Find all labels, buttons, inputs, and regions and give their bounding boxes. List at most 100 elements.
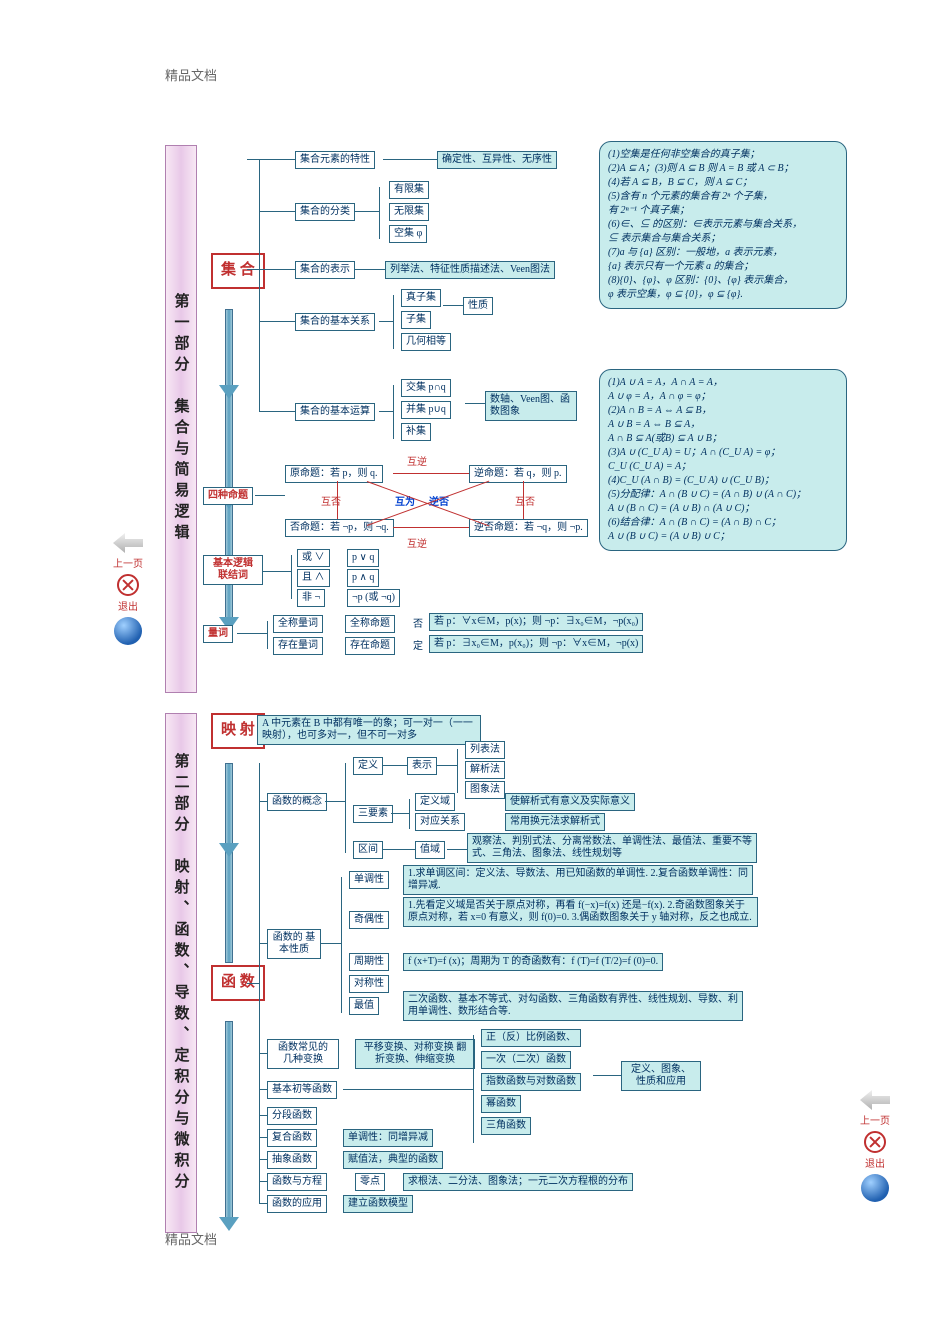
prev-arrow-icon-2[interactable]	[860, 1090, 890, 1110]
b1-5: (6)∈、⊆ 的区别：∈表示元素与集合关系，	[608, 218, 838, 232]
quant-fou: 否	[413, 615, 423, 630]
nav-right: 上一页 退出	[845, 1090, 905, 1202]
c-kr	[593, 1075, 621, 1076]
logic-title: 基本逻辑 联结词	[203, 555, 263, 585]
c-n2v	[379, 187, 380, 239]
fc-r2: 解析法	[465, 761, 505, 779]
c-rng	[383, 849, 415, 850]
b1-8: {a} 表示只有一个元素 a 的集合；	[608, 260, 838, 274]
lbl-hufou-r: 互否	[515, 493, 535, 508]
c-cm6	[259, 1181, 267, 1182]
c-quant-v	[267, 621, 268, 649]
fc-title: 函数的概念	[267, 793, 327, 811]
cm-abs-r: 赋值法，典型的函数	[343, 1151, 443, 1169]
fc-r3: 图象法	[465, 781, 505, 799]
b2-0: (1)A ∪ A = A，A ∩ A = A，	[608, 376, 838, 390]
prop-bot-h	[393, 527, 469, 528]
spine-1: 第一部分 集合与简易逻辑	[165, 145, 197, 693]
stem-arrow-2b	[219, 1217, 239, 1231]
b1-1: (2)A ⊆ A；(3)则 A ⊆ B 则 A = B 或 A ⊂ B；	[608, 162, 838, 176]
b2-10: (6)结合律：A ∩ (B ∩ C) = (A ∩ B) ∩ C；	[608, 516, 838, 530]
cm-app-r: 建立函数模型	[343, 1195, 413, 1213]
n5b: 并集 p∪q	[401, 401, 451, 419]
log-not-r: ¬p (或 ¬q)	[347, 589, 400, 607]
log-and-r: p ∧ q	[347, 569, 379, 587]
n1: 集合元素的特性	[295, 151, 375, 169]
prop-inv: 逆命题：若 q，则 p.	[469, 465, 567, 483]
c-leftv	[259, 159, 260, 411]
b2-11: A ∪ (B ∪ C) = (A ∪ B) ∪ C；	[608, 530, 838, 544]
b2-8: (5)分配律：A ∩ (B ∪ C) = (A ∩ B) ∪ (A ∩ C)；	[608, 488, 838, 502]
b2-2: (2)A ∩ B = A ⇔ A ⊆ B，	[608, 404, 838, 418]
c-elem	[343, 1089, 473, 1090]
c-cm2	[259, 1089, 267, 1090]
c-lh2	[259, 211, 295, 212]
c-kinds-v	[473, 1035, 474, 1143]
c-fc	[259, 801, 267, 802]
b2-9: A ∪ (B ∩ C) = (A ∪ B) ∩ (A ∪ C)；	[608, 502, 838, 516]
c-prop	[255, 495, 285, 496]
b2-4: A ∩ B ⊆ A(或B) ⊆ A ∪ B；	[608, 432, 838, 446]
orb-icon-2[interactable]	[861, 1174, 889, 1202]
n5a: 交集 p∩q	[401, 379, 451, 397]
k-right: 定义、图象、 性质和应用	[621, 1061, 701, 1091]
fc-dygx: 对应关系	[415, 813, 465, 831]
cm-piece: 分段函数	[267, 1107, 317, 1125]
quant-all: 全称量词	[273, 615, 323, 633]
stem-arrow-1a	[219, 385, 239, 399]
cm-comp-r: 单调性：同增异减	[343, 1129, 433, 1147]
k3: 指数函数与对数函数	[481, 1073, 581, 1091]
c-lh3	[259, 269, 295, 270]
prev-arrow-icon[interactable]	[113, 533, 143, 553]
quant-exist: 存在量词	[273, 637, 323, 655]
fc-dyu: 定义域	[415, 793, 455, 811]
c-repr	[437, 765, 457, 766]
exit-label-2: 退出	[845, 1155, 905, 1170]
n5c: 补集	[401, 423, 431, 441]
spine-2-text: 第二部分 映射、函数、导数、定积分与微积分	[171, 753, 192, 1194]
exit-icon-2[interactable]	[864, 1131, 886, 1153]
b2-3: A ∪ B = A ⇔ B ⊆ A，	[608, 418, 838, 432]
fc-r1: 列表法	[465, 741, 505, 759]
prev-label: 上一页	[98, 555, 158, 570]
exit-icon[interactable]	[117, 574, 139, 596]
spine-1-text: 第一部分 集合与简易逻辑	[171, 293, 192, 545]
bubble-props: (1)空集是任何非空集合的真子集； (2)A ⊆ A；(3)则 A ⊆ B 则 …	[599, 141, 847, 309]
n2b: 无限集	[389, 203, 429, 221]
footer-label: 精品文档	[165, 1229, 217, 1248]
fp-sym: 对称性	[349, 975, 389, 993]
b2-6: C_U (C_U A) = A；	[608, 460, 838, 474]
c-cm7	[259, 1203, 267, 1204]
b1-10: φ 表示空集，φ ⊆ {0}，φ ⊆ {φ}.	[608, 288, 838, 302]
fc-zhiyu: 值域	[415, 841, 445, 859]
quant-all-r: 全称命题	[345, 615, 395, 633]
c-n5r	[465, 403, 485, 404]
quant-l1: 若 p：∀x∈M，p(x)；则 ¬p：∃x₀∈M，¬p(x₀)	[429, 613, 643, 631]
c-n2	[355, 211, 379, 212]
k5: 三角函数	[481, 1117, 531, 1135]
section-2: 第二部分 映射、函数、导数、定积分与微积分 映 射 函 数 A 中元素在 B 中…	[165, 713, 870, 1233]
orb-icon[interactable]	[114, 617, 142, 645]
section-1: 第一部分 集合与简易逻辑 集 合 集合元素的特性 确定性、互异性、无序性 集合的…	[165, 145, 870, 693]
b2-7: (4)C_U (A ∩ B) = (C_U A) ∪ (C_U B)；	[608, 474, 838, 488]
c-three	[391, 813, 409, 814]
b1-0: (1)空集是任何非空集合的真子集；	[608, 148, 838, 162]
k1: 正（反）比例函数、	[481, 1029, 581, 1047]
n2a: 有限集	[389, 181, 429, 199]
fc-repr: 表示	[407, 757, 437, 775]
cm-abs: 抽象函数	[267, 1151, 317, 1169]
map-note: A 中元素在 B 中都有唯一的象；可一对一（一一映射），也可多对一，但不可一对多	[257, 715, 481, 745]
fc-range: 区间	[353, 841, 383, 859]
header-label: 精品文档	[165, 65, 217, 84]
lbl-hufou-l: 互否	[321, 493, 341, 508]
c-lh1	[259, 159, 295, 160]
fp-mono-n: 1.求单调区间：定义法、导数法、用已知函数的单调性. 2.复合函数单调性：同增异…	[403, 865, 753, 895]
cm-elem: 基本初等函数	[267, 1081, 337, 1099]
cm-trans-r: 平移变换、对称变换 翻折变换、伸缩变换	[355, 1039, 475, 1069]
c-fc2	[325, 801, 345, 802]
c-three-v	[409, 799, 410, 829]
prop-contra: 逆否命题：若 ¬q，则 ¬p.	[469, 519, 588, 537]
c-lh4	[259, 321, 295, 322]
prop-top-h	[393, 473, 469, 474]
log-or: 或 ∨	[297, 549, 330, 567]
